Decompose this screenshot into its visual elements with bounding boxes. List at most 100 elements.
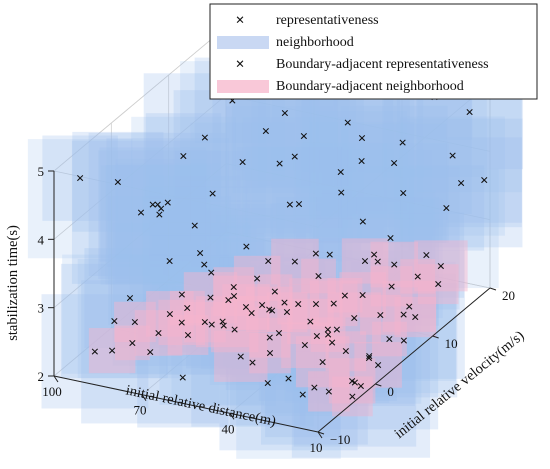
neighborhood-box: [286, 292, 378, 393]
neighborhood-box: [171, 286, 276, 406]
neighborhood-box: [293, 317, 417, 447]
grid-line: [229, 269, 403, 414]
neighborhood-box: [145, 113, 222, 199]
representativeness-marker: ×: [465, 105, 474, 121]
legend-label-boundary-neighborhood: Boundary-adjacent neighborhood: [276, 79, 464, 94]
representativeness-marker: ×: [268, 304, 277, 320]
legend-patch-neighborhood: [217, 36, 269, 49]
neighborhood-box: [394, 168, 499, 289]
neighborhood-box: [388, 212, 465, 298]
boundary-representativeness-marker: ×: [128, 336, 137, 352]
grid-line: [111, 327, 376, 385]
y-tick: [317, 431, 325, 435]
neighborhood-boxes: [27, 54, 524, 459]
legend-item-neighborhood: neighborhood: [217, 35, 354, 50]
neighborhood-box: [260, 330, 368, 445]
neighborhood-box: [98, 150, 221, 280]
representativeness-marker: ×: [178, 287, 187, 303]
boundary-representativeness-marker: ×: [376, 308, 385, 324]
representativeness-marker: ×: [275, 326, 284, 342]
representativeness-marker: ×: [337, 186, 346, 202]
representativeness-marker: ×: [457, 176, 466, 192]
neighborhood-box: [236, 147, 344, 262]
grid-line: [53, 95, 227, 240]
neighborhood-box: [131, 116, 236, 236]
boundary-representativeness-marker: ×: [229, 280, 238, 296]
y-tick-label: 20: [502, 288, 515, 303]
boundary-neighborhood-box: [327, 292, 381, 344]
x-tick: [229, 413, 235, 420]
boundary-representativeness-marker: ×: [325, 384, 334, 400]
y-tick-label: 10: [445, 336, 458, 351]
boundary-neighborhood-box: [370, 266, 413, 307]
representativeness-marker: ×: [219, 319, 228, 335]
neighborhood-box: [225, 84, 364, 229]
representativeness-marker: ×: [179, 149, 188, 165]
neighborhood-box: [81, 280, 220, 424]
neighborhood-box: [264, 296, 370, 416]
representativeness-marker: ×: [359, 214, 368, 230]
boundary-representativeness-marker: ×: [265, 331, 274, 347]
representativeness-marker: ×: [312, 246, 321, 262]
neighborhood-box: [159, 233, 264, 353]
representativeness-marker: ×: [284, 372, 293, 388]
neighborhood-box: [72, 131, 164, 232]
boundary-representativeness-marker: ×: [154, 326, 163, 342]
neighborhood-box: [108, 196, 231, 326]
grid-line: [225, 94, 491, 152]
representativeness-marker: ×: [146, 345, 155, 361]
boundary-representativeness-marker: ×: [374, 358, 383, 374]
boundary-representativeness-marker: ×: [271, 285, 280, 301]
representativeness-marker: ×: [325, 247, 334, 263]
boundary-neighborhood-box: [354, 342, 402, 388]
boundary-neighborhood-box: [414, 240, 468, 292]
neighborhood-box: [226, 106, 334, 221]
neighborhood-box: [186, 282, 262, 369]
representativeness-marker: ×: [207, 318, 216, 334]
representativeness-marker: ×: [442, 201, 451, 217]
grid-line: [53, 231, 227, 377]
representativeness-marker: ×: [365, 349, 374, 365]
x-axis-line: [53, 375, 319, 433]
representativeness-marker: ×: [149, 198, 158, 214]
representativeness-marker: ×: [351, 375, 360, 391]
neighborhood-box: [115, 163, 220, 283]
neighborhood-box: [200, 240, 324, 370]
boundary-neighborhood-box: [327, 277, 363, 313]
neighborhood-box: [271, 100, 410, 244]
boundary-representativeness-marker: ×: [329, 296, 338, 312]
neighborhood-box: [219, 307, 358, 451]
representativeness-marker: ×: [238, 155, 247, 171]
boundary-neighborhood-box: [246, 286, 293, 332]
representativeness-marker: ×: [264, 254, 273, 270]
neighborhood-box: [71, 140, 211, 284]
legend-patch-boundary-neighborhood: [217, 80, 269, 93]
boundary-neighborhood-box: [257, 274, 293, 309]
neighborhood-box: [219, 257, 325, 378]
neighborhood-box: [129, 255, 235, 375]
neighborhood-box: [342, 250, 465, 379]
neighborhood-box: [270, 203, 362, 304]
legend: × representativeness neighborhood × Boun…: [209, 3, 538, 100]
neighborhood-box: [174, 150, 251, 237]
representativeness-marker: ×: [399, 186, 408, 202]
representativeness-marker: ×: [76, 171, 85, 187]
x-tick: [317, 431, 323, 439]
boundary-representativeness-marker: ×: [348, 374, 357, 390]
representativeness-marker: ×: [324, 322, 333, 338]
representativeness-marker: ×: [398, 135, 407, 151]
representativeness-marker: ×: [400, 333, 409, 349]
x-tick-label: 10: [310, 440, 323, 455]
neighborhood-box: [88, 132, 227, 277]
representativeness-marker: ×: [333, 323, 342, 339]
representativeness-marker: ×: [91, 344, 100, 360]
boundary-representativeness-marker: ×: [390, 258, 399, 274]
legend-marker-representativeness: ×: [235, 12, 244, 29]
neighborhood-box: [242, 117, 348, 237]
representativeness-marker: ×: [281, 106, 290, 122]
neighborhood-box: [321, 166, 460, 310]
boundary-neighborhood-box: [394, 296, 437, 338]
neighborhood-box: [41, 294, 149, 409]
boundary-neighborhood-boxes: [88, 238, 468, 417]
representativeness-marker: ×: [196, 246, 205, 262]
